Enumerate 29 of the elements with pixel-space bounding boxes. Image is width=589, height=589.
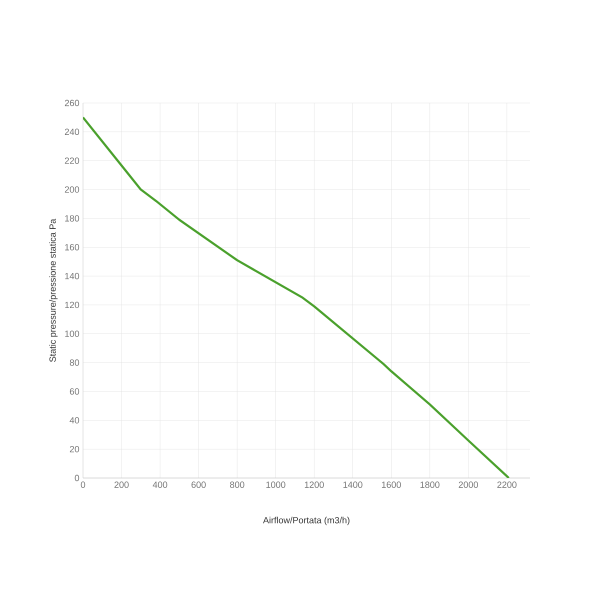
y-tick-label: 180: [65, 215, 80, 222]
x-tick-label: 1000: [266, 482, 286, 488]
x-tick-label: 200: [114, 482, 129, 488]
x-tick-label: 1800: [420, 482, 440, 488]
y-tick-label: 260: [64, 100, 80, 106]
y-tick-label: 20: [70, 446, 80, 452]
y-tick-label: 240: [64, 128, 80, 136]
x-tick-label: 800: [230, 482, 244, 488]
x-tick-label: 1400: [343, 482, 362, 488]
y-tick-label: 200: [64, 186, 80, 193]
x-tick-label: 2200: [497, 482, 517, 488]
x-tick-label: 600: [192, 482, 206, 488]
y-tick-label: 0: [74, 474, 80, 482]
x-tick-label: 2000: [458, 482, 478, 488]
x-tick-label: 1200: [304, 482, 324, 488]
y-tick-label: 100: [65, 330, 80, 337]
y-tick-label: 120: [65, 302, 80, 308]
y-tick-label: 80: [70, 359, 80, 366]
line-series: [83, 116, 510, 478]
x-tick-label: 400: [152, 482, 168, 488]
y-tick-label: 140: [65, 272, 80, 280]
x-tick-label: 1600: [382, 482, 401, 488]
y-tick-label: 40: [70, 417, 80, 424]
y-axis-title: Static pressure/pressione statica Pa: [49, 218, 58, 362]
x-axis-title: Airflow/Portata (m3/h): [263, 516, 350, 526]
y-tick-label: 60: [70, 388, 80, 395]
y-tick-label: 220: [64, 157, 80, 164]
y-tick-label: 160: [65, 244, 80, 250]
x-tick-label: 0: [80, 482, 86, 488]
